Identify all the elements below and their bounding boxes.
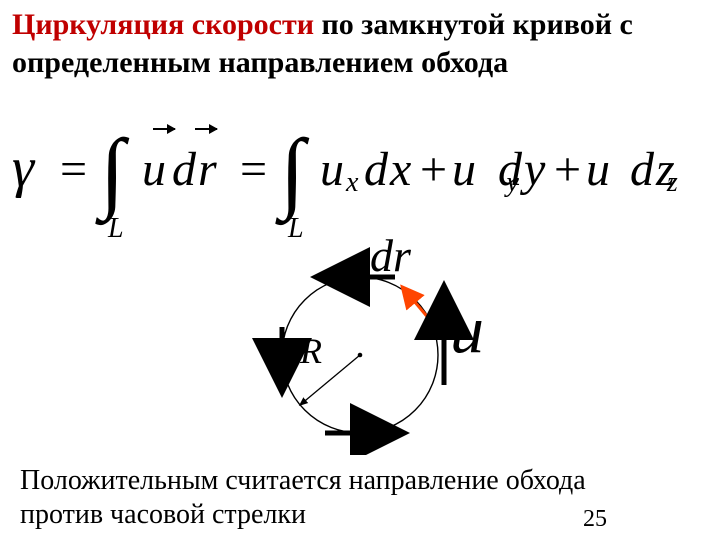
page-number: 25 bbox=[583, 506, 607, 533]
dr-label: dr bbox=[370, 229, 411, 282]
eq-L1: L bbox=[108, 213, 124, 245]
heading: Циркуляция скорости по замкнутой кривой … bbox=[12, 6, 692, 81]
footer-text: Положительным считается направление обхо… bbox=[20, 464, 660, 531]
eq-plus1: + bbox=[420, 142, 447, 197]
eq-ux-u: u bbox=[320, 142, 344, 197]
equation: γ = ∫ L u d r = ∫ L u x d x + u y d y + … bbox=[12, 130, 712, 240]
radius-label: R bbox=[300, 330, 322, 372]
eq-ux-x: x bbox=[344, 167, 358, 198]
dr-tangent-arrow-icon bbox=[404, 289, 430, 320]
eq-r1: r bbox=[198, 142, 217, 197]
eq-u1: u bbox=[142, 142, 166, 197]
eq-uz-u: u bbox=[586, 142, 610, 197]
eq-eq1: = bbox=[60, 142, 87, 197]
eq-dx-x: x bbox=[390, 142, 411, 197]
eq-plus2: + bbox=[554, 142, 581, 197]
u-label: u bbox=[450, 290, 484, 369]
eq-int1: ∫ bbox=[100, 140, 125, 203]
eq-dz-d: d bbox=[630, 142, 654, 197]
eq-int2: ∫ bbox=[280, 140, 305, 203]
eq-dy-y: y bbox=[524, 142, 545, 197]
eq-uy-u: u bbox=[452, 142, 476, 197]
slide: Циркуляция скорости по замкнутой кривой … bbox=[0, 0, 720, 540]
dr-label-r: r bbox=[393, 230, 411, 281]
heading-red: Циркуляция скорости bbox=[12, 8, 314, 41]
eq-d1: d bbox=[172, 142, 196, 197]
eq-dz-z: z bbox=[656, 142, 675, 197]
eq-dx-d: d bbox=[364, 142, 388, 197]
eq-eq2: = bbox=[240, 142, 267, 197]
circulation-diagram: dr u R bbox=[220, 235, 540, 455]
dr-label-d: d bbox=[370, 230, 393, 281]
eq-dy-d: d bbox=[498, 142, 522, 197]
eq-gamma: γ bbox=[12, 136, 34, 200]
